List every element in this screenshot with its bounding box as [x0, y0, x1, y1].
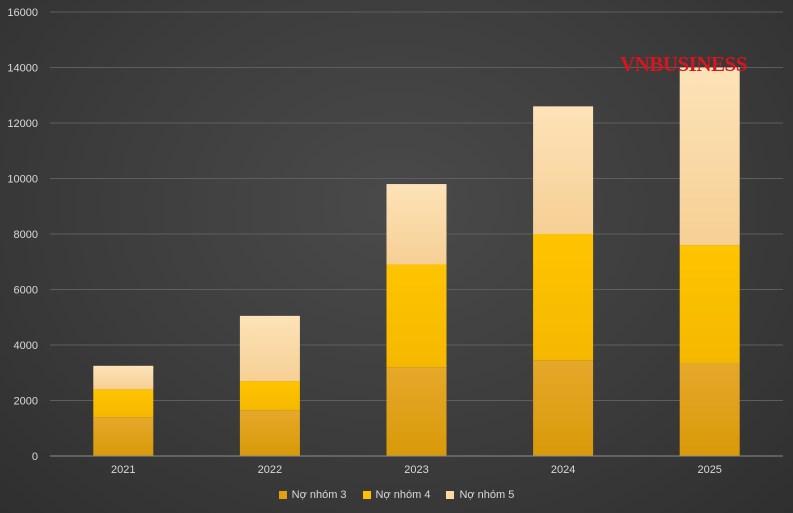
bar-2022-series-1 — [239, 410, 300, 456]
x-tick-label: 2024 — [551, 464, 575, 476]
x-tick-label: 2023 — [404, 464, 428, 476]
y-tick-label: 4000 — [14, 340, 38, 352]
y-tick-label: 16000 — [7, 7, 38, 19]
legend-label: Nợ nhóm 5 — [459, 489, 515, 501]
watermark-logo: VNBUSINESS — [620, 52, 747, 76]
bars — [93, 67, 740, 456]
legend-item-series-1: Nợ nhóm 3 — [278, 489, 347, 501]
legend: Nợ nhóm 3 Nợ nhóm 4 Nợ nhóm 5 — [0, 489, 793, 501]
y-tick-label: 2000 — [14, 396, 38, 408]
bar-2024-series-1 — [533, 360, 594, 456]
y-axis-tick-labels: 0 2000 4000 6000 8000 10000 12000 14000 16000 — [7, 7, 38, 463]
bar-2025-series-1 — [679, 363, 740, 456]
bar-2021-series-3 — [93, 365, 154, 390]
y-tick-label: 14000 — [7, 63, 38, 75]
bar-2023-series-2 — [386, 264, 447, 368]
bar-2022-series-2 — [239, 381, 300, 411]
bar-2023-series-3 — [386, 184, 447, 265]
bar-2025-series-3 — [679, 67, 740, 246]
legend-item-series-2: Nợ nhóm 4 — [362, 489, 431, 501]
legend-swatch — [446, 491, 455, 499]
legend-label: Nợ nhóm 4 — [375, 489, 431, 501]
legend-swatch — [362, 491, 371, 499]
bar-2024-series-2 — [533, 234, 594, 361]
x-axis-tick-labels: 2021 2022 2023 2024 2025 — [111, 464, 722, 476]
bar-2021-series-1 — [93, 417, 154, 456]
legend-swatch — [278, 491, 287, 499]
legend-label: Nợ nhóm 3 — [291, 489, 347, 501]
x-tick-label: 2025 — [697, 464, 721, 476]
bar-2022-series-3 — [239, 315, 300, 382]
y-tick-label: 6000 — [14, 285, 38, 297]
y-tick-label: 12000 — [7, 118, 38, 130]
y-tick-label: 0 — [32, 451, 38, 463]
y-tick-label: 8000 — [14, 229, 38, 241]
bar-2025-series-2 — [679, 245, 740, 364]
x-tick-label: 2022 — [258, 464, 282, 476]
bar-2023-series-1 — [386, 367, 447, 456]
y-tick-label: 10000 — [7, 174, 38, 186]
legend-item-series-3: Nợ nhóm 5 — [446, 489, 514, 501]
bar-2024-series-3 — [533, 106, 594, 234]
bar-2021-series-2 — [93, 389, 154, 418]
x-tick-label: 2021 — [111, 464, 135, 476]
